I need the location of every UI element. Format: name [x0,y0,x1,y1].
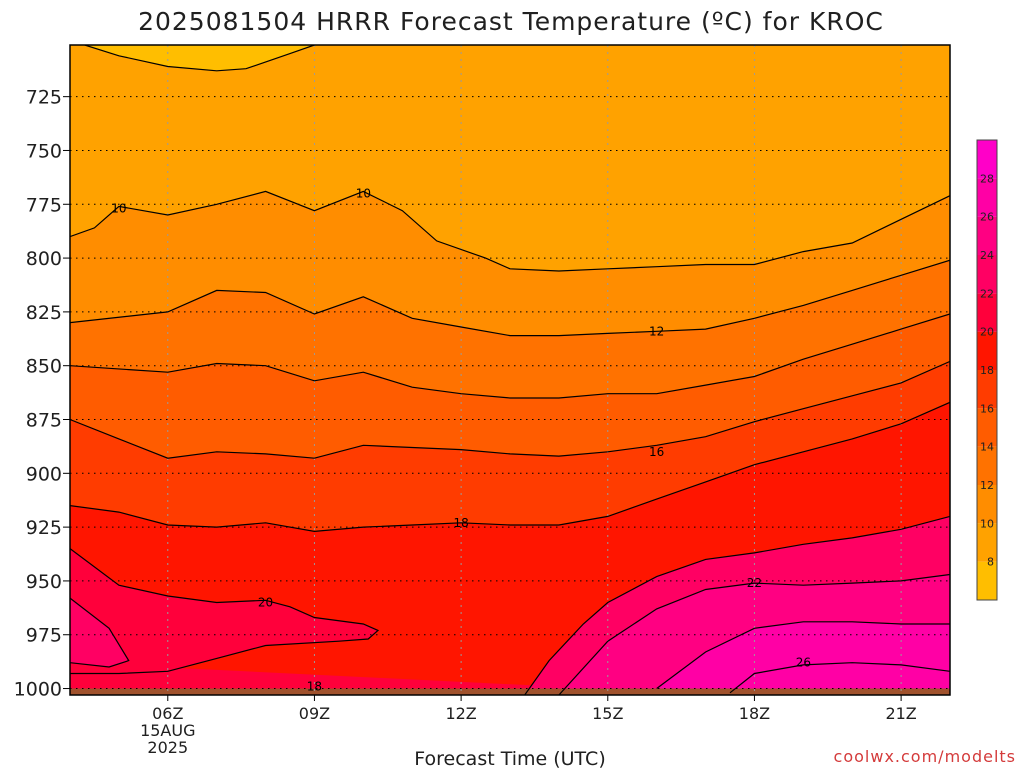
colorbar-tick-label: 22 [980,287,994,300]
plot-area [70,45,950,695]
fill-band-20-right [70,598,730,695]
grid [70,45,950,695]
colorbar-tick-label: 26 [980,211,994,224]
y-tick-label: 775 [26,194,62,216]
colorbar-segment [977,255,997,294]
colorbar-segment [977,293,997,332]
contour-line-16 [70,360,950,459]
x-tick-label: 18Z [739,704,770,723]
contour-label-18: 18 [307,679,322,693]
contour-label-text: 16 [649,445,664,459]
y-tick-label: 750 [26,140,62,162]
y-tick-label: 1000 [14,679,62,701]
fill-band-22-left [70,598,129,667]
colorbar-tick-label: 28 [980,172,994,185]
colorbar-tick-label: 8 [987,556,994,569]
y-tick-label: 900 [26,463,62,485]
contour-label-26: 26 [796,656,811,670]
contour-label-10: 10 [111,202,126,216]
plot-frame [69,44,951,696]
colorbar-tick-label: 14 [980,441,994,454]
x-tick-label: 12Z [445,704,476,723]
contour-label-20: 20 [258,595,273,609]
colorbar: 8 10 12 14 16 18 20 22 24 26 28 [976,139,998,601]
colorbar-tick-label: 16 [980,402,994,415]
y-tick-label: 950 [26,571,62,593]
contour-label-text: 22 [747,576,762,590]
x-tick-label: 21Z [885,704,916,723]
x-tick-label: 06Z [152,704,183,723]
contour-line-26 [729,662,950,694]
colorbar-segment [977,408,997,447]
contour-label-text: 12 [649,324,664,338]
credit-link[interactable]: coolwx.com/modelts [834,747,1016,766]
colorbar-frame [976,139,998,601]
y-tick-label: 800 [26,248,62,270]
contour-label-18: 18 [453,516,468,530]
contour-line-24 [656,621,950,689]
y-tick-label: 875 [26,410,62,432]
contour-line-20 [70,548,380,675]
fill-band-26-right [656,621,950,695]
contour-label-16: 16 [649,445,664,459]
contour-labels: 10 10 12 16 18 20 22 26 18 [111,187,811,694]
ground-strip [70,688,950,695]
contour-label-10: 10 [356,187,371,201]
x-tick-label: 15Z [592,704,623,723]
contour-line-18 [70,597,130,668]
contour-label-text: 10 [356,187,371,201]
colorbar-tick-label: 10 [980,517,994,530]
contour-label-text: 10 [111,202,126,216]
colorbar-segment [977,523,997,562]
colorbar-segment [977,178,997,217]
colorbar-segment [977,140,997,179]
y-tick-label: 725 [26,87,62,109]
contour-line-12 [70,259,950,337]
colorbar-segment [977,216,997,255]
colorbar-segment [977,331,997,370]
y-tick-label: 975 [26,625,62,647]
contour-label-12: 12 [649,324,664,338]
contour-label-text: 26 [796,656,811,670]
contour-line-22 [558,573,950,695]
contour-label-22: 22 [747,576,762,590]
filled-contours [70,45,950,695]
x-tick-year: 2025 [147,738,188,757]
x-tick-date: 15AUG [140,721,195,740]
colorbar-segment [977,446,997,485]
y-tick-label: 925 [26,517,62,539]
colorbar-segment [977,561,997,600]
colorbar-segment [977,485,997,524]
contour-line-6 [84,45,315,72]
y-tick-label: 850 [26,356,62,378]
fill-band-20-left [70,548,378,674]
contour-label-text: 18 [307,679,322,693]
colorbar-segment [977,370,997,409]
contour-lines [70,45,950,695]
colorbar-tick-label: 12 [980,479,994,492]
x-tick-label: 09Z [299,704,330,723]
y-axis: 725 750 775 800 825 850 875 900 925 950 975 1000 [14,87,70,701]
contour-label-text: 18 [453,516,468,530]
colorbar-tick-label: 18 [980,364,994,377]
contour-label-text: 20 [258,595,273,609]
y-tick-label: 825 [26,302,62,324]
contour-line-10 [70,190,950,272]
colorbar-tick-label: 20 [980,326,994,339]
chart-title: 2025081504 HRRR Forecast Temperature (ºC… [138,7,884,36]
colorbar-tick-label: 24 [980,249,994,262]
x-axis-label: Forecast Time (UTC) [414,748,605,768]
contour-line-14 [70,313,950,399]
contour-line-18 [70,401,950,533]
contour-line-20 [524,515,950,695]
